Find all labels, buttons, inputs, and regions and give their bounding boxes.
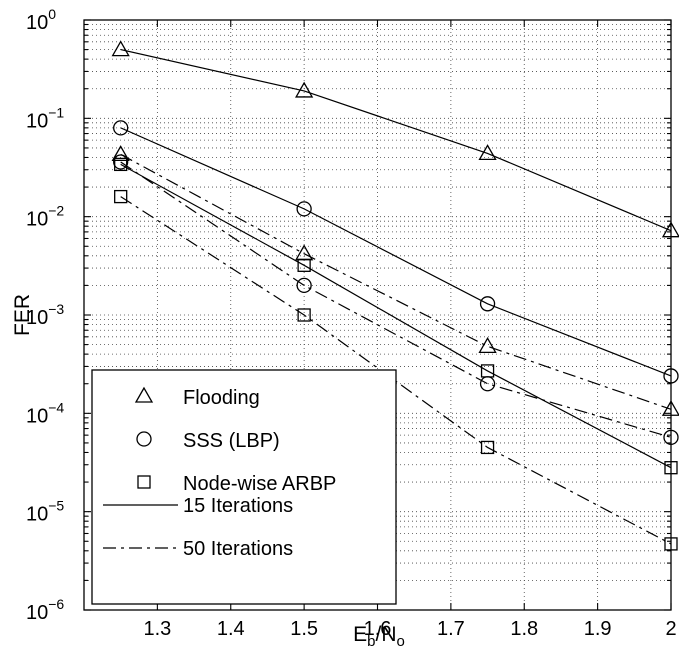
x-tick-label: 1.8 bbox=[510, 618, 538, 640]
y-tick-label: 10−3 bbox=[26, 301, 64, 329]
data-point-square-50 bbox=[480, 440, 495, 455]
x-axis-label-slash: /N bbox=[376, 623, 397, 646]
y-axis-label: FER bbox=[11, 294, 34, 336]
series-line-circle-15 bbox=[120, 127, 672, 377]
x-tick-label: 1.6 bbox=[364, 618, 392, 640]
legend-marker-triangle bbox=[134, 386, 154, 403]
x-tick-label: 1.7 bbox=[437, 618, 465, 640]
legend-label-50-iterations: 50 Iterations bbox=[183, 538, 293, 560]
y-tick-label: 10−2 bbox=[26, 203, 64, 231]
legend-label-arbp: Node-wise ARBP bbox=[183, 473, 336, 495]
y-tick-exponent: −5 bbox=[48, 498, 64, 514]
y-tick-exponent: −2 bbox=[48, 203, 64, 219]
data-point-square-50 bbox=[297, 308, 311, 322]
y-tick-base: 10 bbox=[26, 307, 48, 329]
data-point-circle-15 bbox=[479, 296, 496, 312]
y-tick-base: 10 bbox=[26, 12, 48, 34]
data-point-square-50 bbox=[114, 189, 128, 204]
legend-label-sss: SSS (LBP) bbox=[183, 430, 280, 452]
y-tick-exponent: −1 bbox=[48, 104, 64, 120]
data-point-triangle-50 bbox=[111, 145, 130, 162]
data-point-triangle-15 bbox=[478, 144, 497, 161]
y-tick-label: 10−1 bbox=[26, 104, 64, 132]
data-point-triangle-15 bbox=[295, 81, 314, 98]
y-tick-base: 10 bbox=[26, 405, 48, 427]
series-line-triangle-50 bbox=[120, 153, 672, 410]
legend-label-15-iterations: 15 Iterations bbox=[183, 495, 293, 517]
y-tick-base: 10 bbox=[26, 602, 48, 624]
data-point-triangle-15 bbox=[111, 40, 130, 57]
x-axis-label-sub-o: o bbox=[397, 633, 405, 649]
data-point-circle-50 bbox=[479, 376, 496, 392]
axis-ticks bbox=[84, 19, 672, 611]
x-axis-label: Eb/No bbox=[353, 623, 405, 649]
y-tick-label: 10−4 bbox=[26, 399, 64, 427]
y-tick-label: 100 bbox=[26, 6, 56, 34]
x-tick-label: 1.3 bbox=[143, 618, 171, 640]
data-point-circle-50 bbox=[296, 277, 312, 294]
data-point-triangle-50 bbox=[478, 337, 497, 353]
x-axis-label-sub-b: b bbox=[367, 633, 375, 649]
y-tick-exponent: 0 bbox=[48, 6, 56, 22]
legend-marker-circle bbox=[136, 431, 152, 447]
x-tick-labels: 1.3 1.4 1.5 1.6 1.7 1.8 1.9 2 bbox=[143, 618, 676, 640]
series-markers bbox=[111, 40, 679, 551]
y-tick-exponent: −6 bbox=[48, 596, 64, 612]
legend-box bbox=[91, 369, 397, 605]
y-tick-exponent: −3 bbox=[48, 301, 64, 317]
y-tick-base: 10 bbox=[26, 504, 48, 526]
y-tick-base: 10 bbox=[26, 110, 48, 132]
y-tick-exponent: −4 bbox=[48, 399, 64, 415]
y-tick-label: 10−6 bbox=[26, 596, 64, 624]
legend: Flooding SSS (LBP) Node-wise ARBP 15 Ite… bbox=[91, 369, 397, 605]
legend-marker-square bbox=[137, 475, 151, 489]
series-line-square-15 bbox=[120, 163, 672, 469]
x-axis-label-main: E bbox=[353, 623, 367, 646]
legend-markers bbox=[134, 386, 154, 489]
x-tick-label: 1.9 bbox=[584, 618, 612, 640]
legend-label-flooding: Flooding bbox=[183, 387, 260, 409]
series-lines bbox=[120, 49, 672, 545]
x-tick-label: 1.5 bbox=[290, 618, 318, 640]
y-tick-base: 10 bbox=[26, 209, 48, 231]
y-tick-label: 10−5 bbox=[26, 498, 64, 526]
x-tick-label: 2 bbox=[665, 618, 676, 640]
series-line-triangle-15 bbox=[120, 49, 672, 232]
x-tick-label: 1.4 bbox=[217, 618, 245, 640]
series-line-circle-50 bbox=[120, 161, 672, 438]
data-point-circle-15 bbox=[113, 120, 129, 136]
data-point-circle-15 bbox=[296, 201, 312, 217]
data-point-circle-50 bbox=[113, 154, 129, 170]
data-point-triangle-50 bbox=[295, 244, 314, 261]
